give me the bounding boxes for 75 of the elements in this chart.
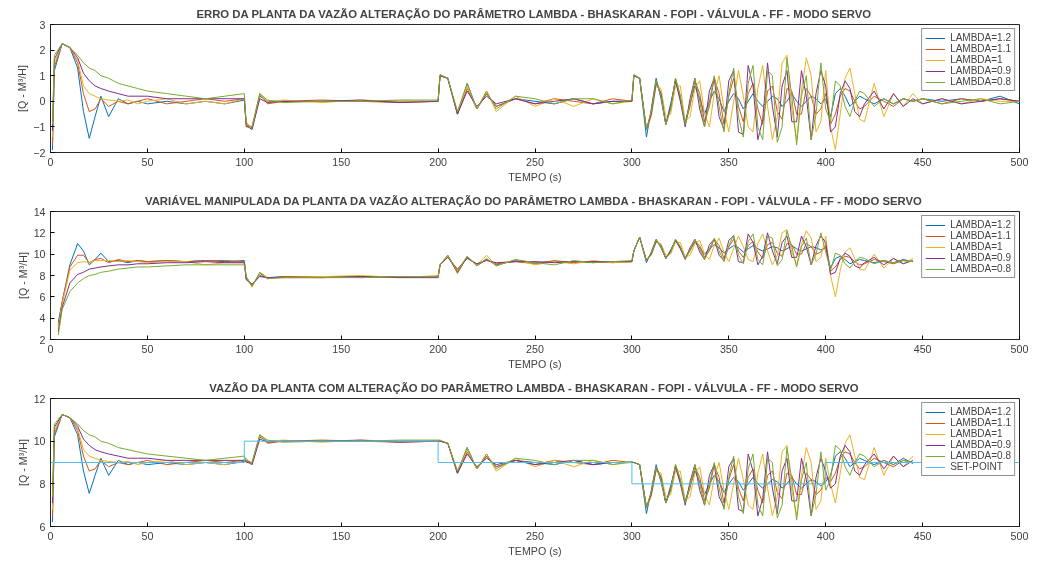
y-tick-label: 6 [39, 290, 46, 303]
x-tick-label: 150 [332, 342, 351, 355]
x-axis-title: TEMPO (s) [508, 544, 562, 557]
y-tick-label: 4 [39, 312, 46, 325]
legend-label: LAMBDA=1.2 [950, 406, 1011, 417]
x-tick-label: 250 [526, 529, 544, 542]
legend-label: LAMBDA=0.9 [950, 439, 1011, 450]
y-tick-label: 6 [39, 520, 46, 533]
x-tick-label: 450 [913, 155, 932, 168]
x-tick-label: 0 [47, 155, 54, 168]
y-axis-title: [Q - M³/H] [16, 439, 29, 486]
y-tick-label: 10 [33, 248, 46, 261]
x-tick-label: 50 [141, 529, 154, 542]
x-tick-label: 50 [141, 342, 154, 355]
x-tick-label: 300 [623, 342, 641, 355]
x-tick-label: 400 [816, 342, 835, 355]
y-tick-label: 12 [33, 226, 46, 239]
legend-label: LAMBDA=1.1 [950, 417, 1011, 428]
x-tick-label: 100 [235, 342, 254, 355]
legend-label: LAMBDA=1.2 [950, 219, 1011, 230]
chart-title: VAZÃO DA PLANTA COM ALTERAÇÃO DO PARÂMETRO LAMBDA - BHASKARAN - FOPI - VÁLVULA - FF - MODO SERVO [209, 381, 859, 394]
y-axis-title: [Q - M³/H] [16, 252, 29, 299]
x-tick-label: 150 [332, 155, 351, 168]
x-tick-label: 200 [429, 529, 448, 542]
legend-label: LAMBDA=1 [950, 241, 1003, 252]
x-tick-label: 350 [719, 529, 738, 542]
x-tick-label: 200 [429, 155, 448, 168]
y-tick-label: 1 [39, 69, 46, 82]
y-tick-label: 2 [39, 333, 46, 346]
x-tick-label: 500 [1010, 342, 1029, 355]
legend-label: SET-POINT [950, 461, 1003, 472]
y-axis-title: [Q - M³/H] [16, 65, 29, 112]
x-tick-label: 250 [526, 155, 544, 168]
x-tick-label: 250 [526, 342, 544, 355]
legend-label: LAMBDA=0.8 [950, 76, 1011, 87]
y-tick-label: 3 [39, 18, 46, 31]
x-tick-label: 100 [235, 529, 254, 542]
x-tick-label: 500 [1010, 529, 1029, 542]
legend-label: LAMBDA=1.1 [950, 43, 1011, 54]
x-axis-title: TEMPO (s) [508, 170, 562, 183]
y-tick-label: 8 [39, 269, 46, 282]
x-tick-label: 300 [623, 529, 641, 542]
x-tick-label: 500 [1010, 155, 1029, 168]
x-tick-label: 150 [332, 529, 351, 542]
legend-label: LAMBDA=0.8 [950, 263, 1011, 274]
x-tick-label: 350 [719, 342, 738, 355]
y-tick-label: 14 [33, 205, 46, 218]
x-tick-label: 450 [913, 529, 932, 542]
y-tick-label: −2 [33, 146, 46, 159]
y-tick-label: 12 [33, 392, 46, 405]
x-tick-label: 300 [623, 155, 641, 168]
x-tick-label: 400 [816, 529, 835, 542]
legend-label: LAMBDA=1.1 [950, 230, 1011, 241]
y-tick-label: 2 [39, 44, 46, 57]
legend-label: LAMBDA=0.9 [950, 65, 1011, 76]
x-tick-label: 200 [429, 342, 448, 355]
x-tick-label: 0 [47, 342, 54, 355]
y-tick-label: 10 [33, 435, 46, 448]
y-tick-label: 0 [39, 95, 46, 108]
chart-title: ERRO DA PLANTA DA VAZÃO ALTERAÇÃO DO PARÂMETRO LAMBDA - BHASKARAN - FOPI - VÁLVULA - FF - MODO SERVO [196, 7, 872, 20]
x-tick-label: 400 [816, 155, 835, 168]
legend-label: LAMBDA=0.9 [950, 252, 1011, 263]
x-tick-label: 100 [235, 155, 254, 168]
legend-label: LAMBDA=1.2 [950, 32, 1011, 43]
chart-title: VARIÁVEL MANIPULADA DA PLANTA DA VAZÃO ALTERAÇÃO DO PARÂMETRO LAMBDA - BHASKARAN - FOPI - VÁLVULA - FF - MODO SERVO [144, 194, 923, 207]
legend-label: LAMBDA=0.8 [950, 450, 1011, 461]
legend-label: LAMBDA=1 [950, 54, 1003, 65]
x-tick-label: 0 [47, 529, 54, 542]
x-axis-title: TEMPO (s) [508, 357, 562, 370]
x-tick-label: 50 [141, 155, 154, 168]
legend-label: LAMBDA=1 [950, 428, 1003, 439]
x-tick-label: 450 [913, 342, 932, 355]
x-tick-label: 350 [719, 155, 738, 168]
y-tick-label: −1 [33, 120, 46, 133]
y-tick-label: 8 [39, 477, 46, 490]
